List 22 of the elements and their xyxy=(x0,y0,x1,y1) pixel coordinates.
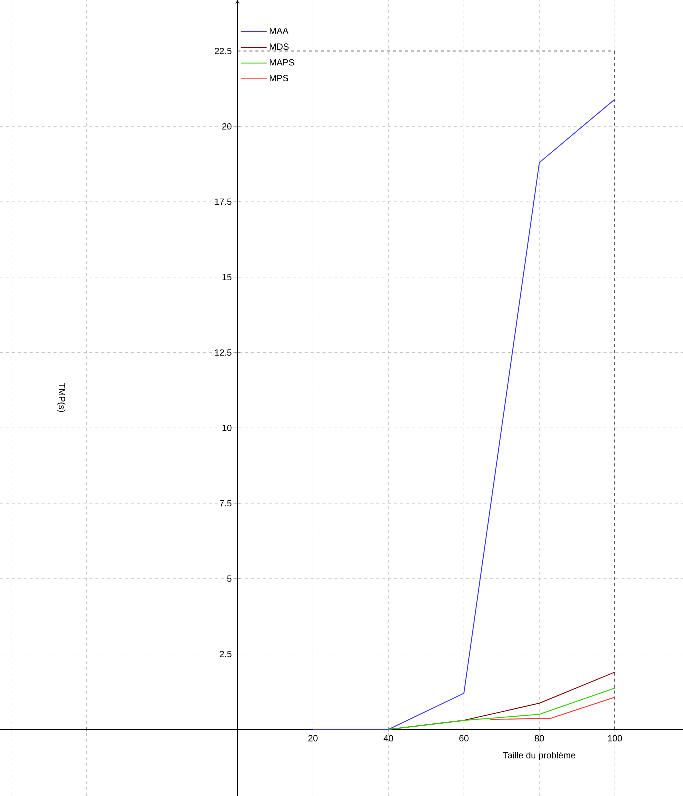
legend-label: MPS xyxy=(270,75,288,82)
y-tick-label: 12.5 xyxy=(215,350,232,356)
y-tick-label: 5 xyxy=(227,576,232,582)
line-series xyxy=(312,99,616,730)
y-tick-label: 7.5 xyxy=(220,500,232,507)
legend-label: MAA xyxy=(270,28,289,34)
x-tick-label: 20 xyxy=(308,735,318,742)
line-series xyxy=(388,688,616,730)
y-tick-label: 22.5 xyxy=(215,48,232,54)
y-tick-label: 2.5 xyxy=(220,651,232,658)
x-tick-label: 80 xyxy=(535,735,544,742)
x-axis-title: Taille du problème xyxy=(503,752,576,760)
y-axis-title: TMP(s) xyxy=(57,384,66,412)
x-tick-label: 100 xyxy=(608,735,622,742)
legend-label: MDS xyxy=(270,44,289,50)
y-tick-label: 20 xyxy=(222,123,232,130)
x-tick-label: 60 xyxy=(460,735,469,742)
y-tick-label: 15 xyxy=(222,274,232,281)
legend-label: MAPS xyxy=(270,59,294,66)
y-tick-label: 17.5 xyxy=(215,198,232,206)
y-tick-label: 10 xyxy=(222,424,232,432)
x-tick-label: 40 xyxy=(384,735,394,742)
